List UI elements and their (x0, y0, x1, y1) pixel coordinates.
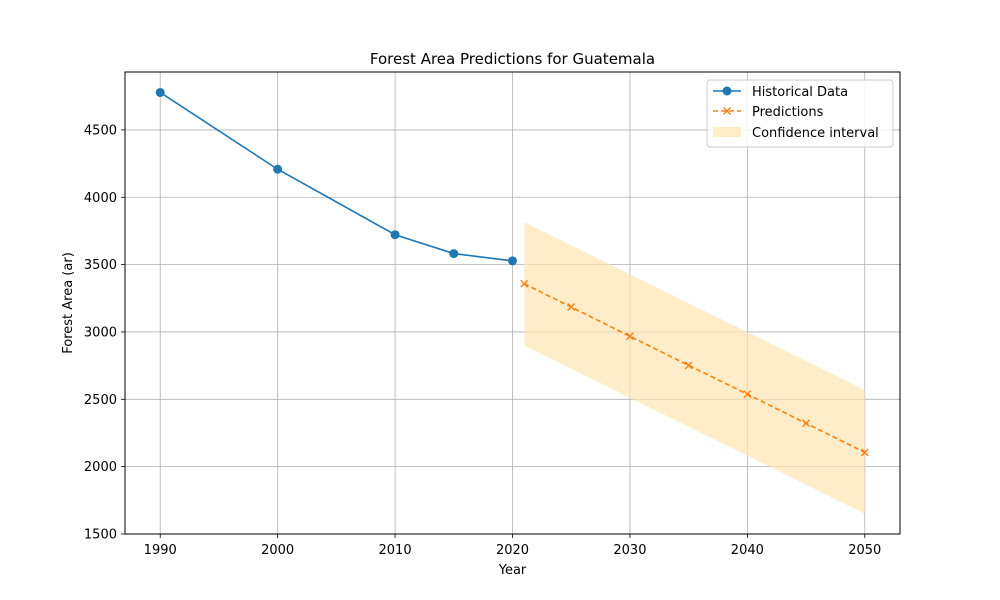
y-tick-label: 3000 (84, 325, 117, 340)
historical-point (449, 249, 459, 259)
confidence-band (524, 222, 865, 514)
x-tick-label: 2000 (261, 543, 294, 558)
historical-point (273, 164, 283, 174)
legend-predictions-label: Predictions (752, 105, 824, 120)
ticks: 1990 2000 2010 2020 2030 2040 2050 1500 2000 2500… (84, 123, 881, 558)
legend: Historical Data Predictions Confidence i… (706, 79, 894, 148)
x-tick-label: 2030 (613, 543, 646, 558)
prediction-point (625, 332, 634, 341)
legend-confidence-label: Confidence interval (752, 126, 879, 141)
prediction-point (684, 361, 693, 370)
legend-historical-label: Historical Data (752, 85, 848, 100)
prediction-point (743, 390, 752, 399)
y-tick-label: 3500 (84, 258, 117, 273)
prediction-point (567, 303, 576, 312)
y-tick-label: 2000 (84, 460, 117, 475)
legend-predictions-marker (723, 107, 731, 115)
x-tick-label: 2010 (379, 543, 412, 558)
y-tick-label: 2500 (84, 393, 117, 408)
historical-point (508, 256, 517, 266)
x-tick-label: 1990 (144, 543, 177, 558)
x-tick-label: 2050 (848, 543, 881, 558)
y-axis-title: Forest Area (ar) (61, 252, 76, 354)
chart-title: Forest Area Predictions for Guatemala (370, 50, 655, 68)
historical-point (390, 230, 400, 240)
x-tick-label: 2020 (496, 543, 529, 558)
legend-confidence-swatch (713, 127, 741, 137)
x-axis-title: Year (498, 563, 527, 578)
x-tick-label: 2040 (731, 543, 764, 558)
series-layer (155, 87, 869, 457)
legend-historical-marker (722, 86, 732, 96)
legend-box (706, 79, 894, 148)
prediction-point (520, 279, 529, 288)
y-tick-label: 1500 (84, 528, 117, 543)
y-tick-label: 4500 (84, 123, 117, 138)
historical-point (155, 87, 165, 97)
confidence-band-layer (524, 222, 865, 514)
prediction-point (860, 448, 869, 457)
y-tick-label: 4000 (84, 191, 117, 206)
prediction-point (802, 419, 811, 428)
